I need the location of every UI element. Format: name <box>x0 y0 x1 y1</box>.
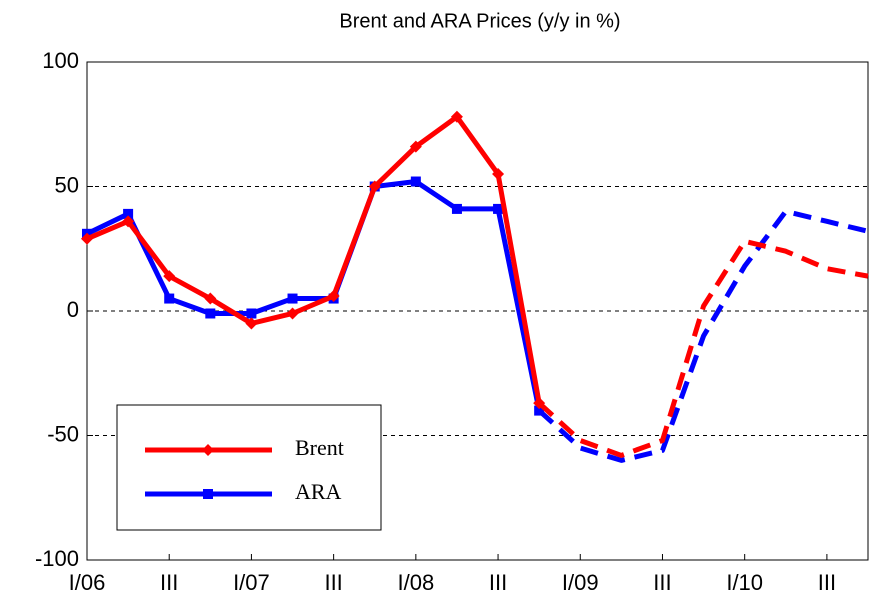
data-point <box>368 180 381 193</box>
data-point <box>493 203 504 214</box>
legend-label: Brent <box>295 435 344 460</box>
legend-marker <box>203 489 213 499</box>
data-point <box>410 176 421 187</box>
x-tick-label: I/10 <box>726 570 763 595</box>
data-point <box>205 308 216 319</box>
x-tick-label: I/08 <box>397 570 434 595</box>
x-tick-label: III <box>653 570 671 595</box>
data-point <box>163 270 176 283</box>
chart-title: Brent and ARA Prices (y/y in %) <box>339 10 620 32</box>
data-point <box>81 232 93 245</box>
legend-label: ARA <box>295 479 342 504</box>
data-point <box>122 215 135 228</box>
data-point <box>450 110 463 123</box>
data-point <box>534 405 545 416</box>
data-point <box>204 292 217 305</box>
series-line <box>85 179 542 412</box>
y-tick-label: -100 <box>35 546 79 571</box>
legend-marker <box>202 444 214 456</box>
y-tick-label: 0 <box>67 297 79 322</box>
legend-box <box>116 404 382 531</box>
data-point <box>409 140 422 153</box>
data-point <box>327 290 340 303</box>
x-tick-label: I/07 <box>233 570 270 595</box>
data-point <box>286 307 299 320</box>
x-tick-label: III <box>160 570 178 595</box>
x-tick-label: I/06 <box>69 570 106 595</box>
forecast-line <box>537 238 869 458</box>
y-tick-label: 100 <box>42 48 79 73</box>
data-point <box>533 397 546 410</box>
x-tick-label: III <box>818 570 836 595</box>
data-point <box>246 308 257 319</box>
data-point <box>123 208 134 219</box>
x-tick-label: III <box>324 570 342 595</box>
data-point <box>451 203 462 214</box>
forecast-line <box>537 208 869 463</box>
data-point <box>287 293 298 304</box>
data-point <box>164 293 175 304</box>
x-tick-label: III <box>489 570 507 595</box>
y-tick-label: -50 <box>47 421 79 446</box>
x-tick-label: I/09 <box>562 570 599 595</box>
data-point <box>245 317 258 330</box>
y-tick-label: 50 <box>55 172 79 197</box>
series-line <box>86 114 542 404</box>
data-point <box>492 168 505 181</box>
